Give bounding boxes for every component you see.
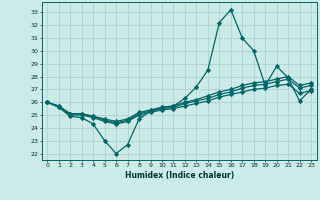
X-axis label: Humidex (Indice chaleur): Humidex (Indice chaleur) (124, 171, 234, 180)
